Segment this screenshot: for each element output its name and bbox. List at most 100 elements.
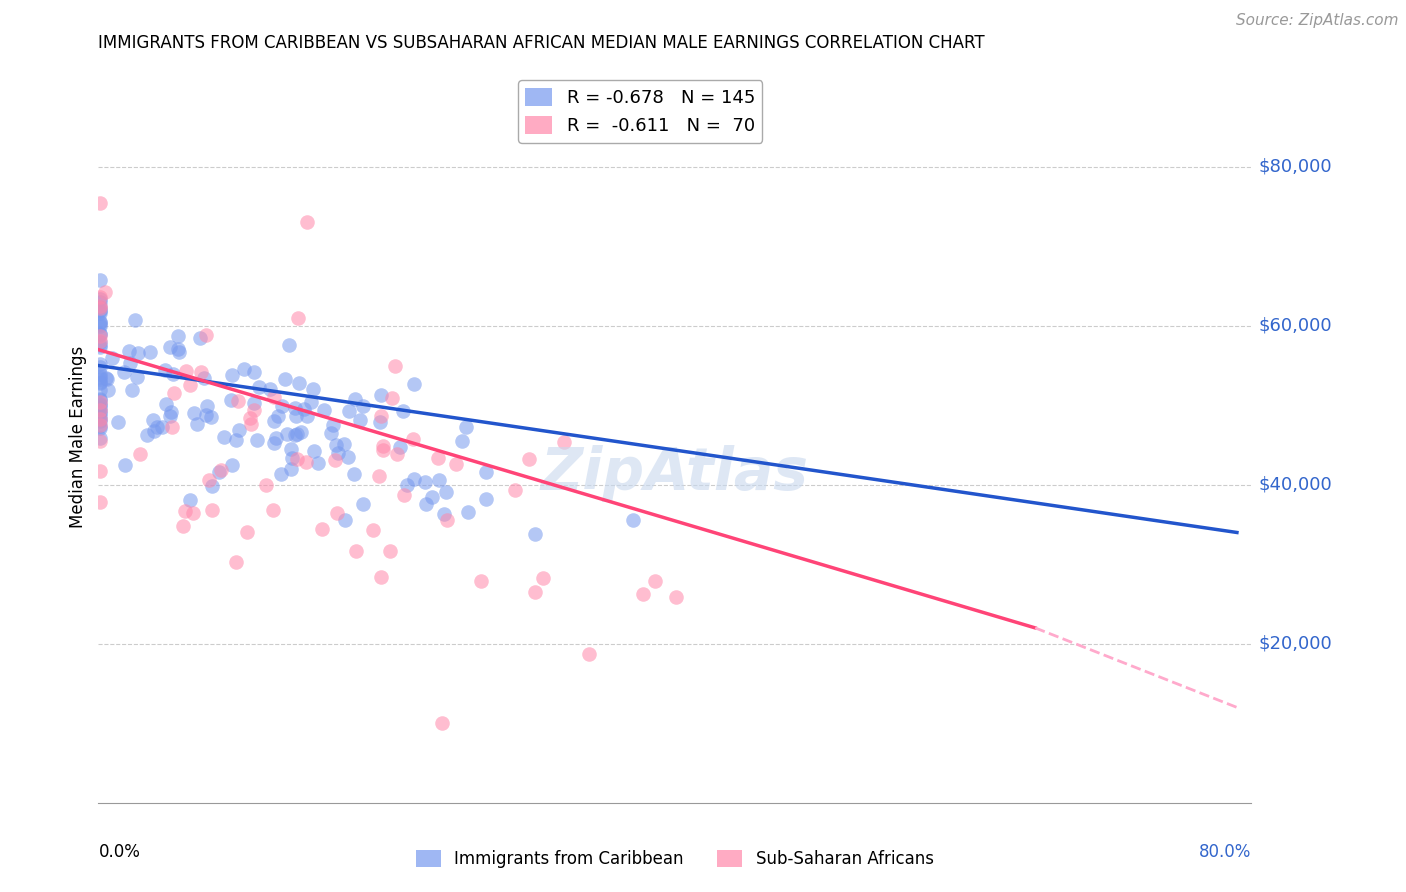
Point — [413, 475, 436, 489]
Point — [89, 404, 111, 418]
Point — [284, 401, 307, 415]
Point — [474, 491, 496, 506]
Point — [195, 328, 218, 343]
Text: 0.0%: 0.0% — [98, 843, 141, 861]
Text: IMMIGRANTS FROM CARIBBEAN VS SUBSAHARAN AFRICAN MEDIAN MALE EARNINGS CORRELATION: IMMIGRANTS FROM CARIBBEAN VS SUBSAHARAN … — [98, 34, 986, 52]
Point — [381, 391, 404, 405]
Point — [89, 340, 111, 354]
Point — [155, 363, 177, 377]
Point — [385, 447, 408, 461]
Point — [89, 318, 111, 333]
Point — [267, 409, 290, 423]
Point — [378, 543, 401, 558]
Text: 80.0%: 80.0% — [1199, 843, 1251, 861]
Point — [89, 301, 111, 315]
Point — [319, 426, 342, 441]
Point — [118, 344, 141, 359]
Point — [179, 378, 201, 392]
Point — [337, 403, 360, 417]
Point — [288, 376, 311, 391]
Point — [263, 414, 285, 428]
Point — [89, 338, 111, 352]
Point — [188, 331, 211, 345]
Point — [208, 465, 231, 479]
Point — [89, 272, 111, 286]
Point — [162, 368, 184, 382]
Point — [124, 313, 146, 327]
Point — [388, 440, 411, 454]
Point — [89, 398, 111, 412]
Point — [295, 409, 318, 423]
Point — [89, 409, 111, 423]
Point — [263, 435, 285, 450]
Point — [190, 365, 212, 379]
Point — [221, 458, 243, 472]
Point — [276, 427, 298, 442]
Point — [503, 483, 526, 497]
Point — [89, 302, 111, 317]
Point — [228, 423, 250, 437]
Point — [280, 461, 302, 475]
Point — [352, 399, 374, 413]
Point — [167, 342, 190, 356]
Point — [284, 427, 307, 442]
Point — [344, 392, 367, 407]
Point — [280, 450, 302, 465]
Point — [415, 496, 437, 510]
Point — [226, 393, 249, 408]
Point — [242, 403, 264, 417]
Point — [89, 360, 111, 375]
Point — [159, 339, 181, 353]
Point — [89, 414, 111, 428]
Point — [114, 458, 136, 473]
Point — [89, 393, 111, 408]
Point — [167, 329, 190, 343]
Point — [392, 404, 415, 418]
Y-axis label: Median Male Earnings: Median Male Earnings — [69, 346, 87, 528]
Point — [523, 585, 546, 599]
Point — [264, 431, 287, 445]
Point — [89, 195, 111, 210]
Point — [384, 359, 406, 373]
Point — [225, 555, 247, 569]
Point — [142, 413, 165, 427]
Point — [451, 434, 474, 449]
Point — [370, 388, 392, 402]
Text: ZipAtlas: ZipAtlas — [541, 445, 808, 502]
Point — [89, 290, 111, 304]
Point — [127, 346, 149, 360]
Point — [89, 315, 111, 329]
Point — [284, 409, 307, 424]
Point — [212, 430, 235, 444]
Point — [363, 524, 385, 538]
Point — [118, 356, 141, 370]
Point — [337, 450, 360, 464]
Point — [470, 574, 492, 589]
Point — [89, 392, 111, 406]
Point — [290, 425, 312, 439]
Point — [89, 434, 111, 448]
Point — [644, 574, 666, 588]
Legend: Immigrants from Caribbean, Sub-Saharan Africans: Immigrants from Caribbean, Sub-Saharan A… — [409, 843, 941, 875]
Point — [89, 375, 111, 389]
Point — [665, 590, 688, 604]
Point — [553, 435, 575, 450]
Point — [150, 420, 173, 434]
Point — [138, 344, 160, 359]
Point — [277, 337, 299, 351]
Point — [295, 215, 318, 229]
Point — [254, 478, 277, 492]
Point — [159, 409, 181, 424]
Point — [155, 397, 177, 411]
Point — [444, 458, 467, 472]
Point — [285, 452, 308, 467]
Point — [89, 327, 111, 342]
Point — [89, 317, 111, 331]
Point — [89, 292, 111, 306]
Point — [631, 586, 654, 600]
Point — [325, 506, 347, 520]
Point — [89, 406, 111, 420]
Point — [240, 417, 263, 431]
Point — [89, 299, 111, 313]
Point — [89, 421, 111, 435]
